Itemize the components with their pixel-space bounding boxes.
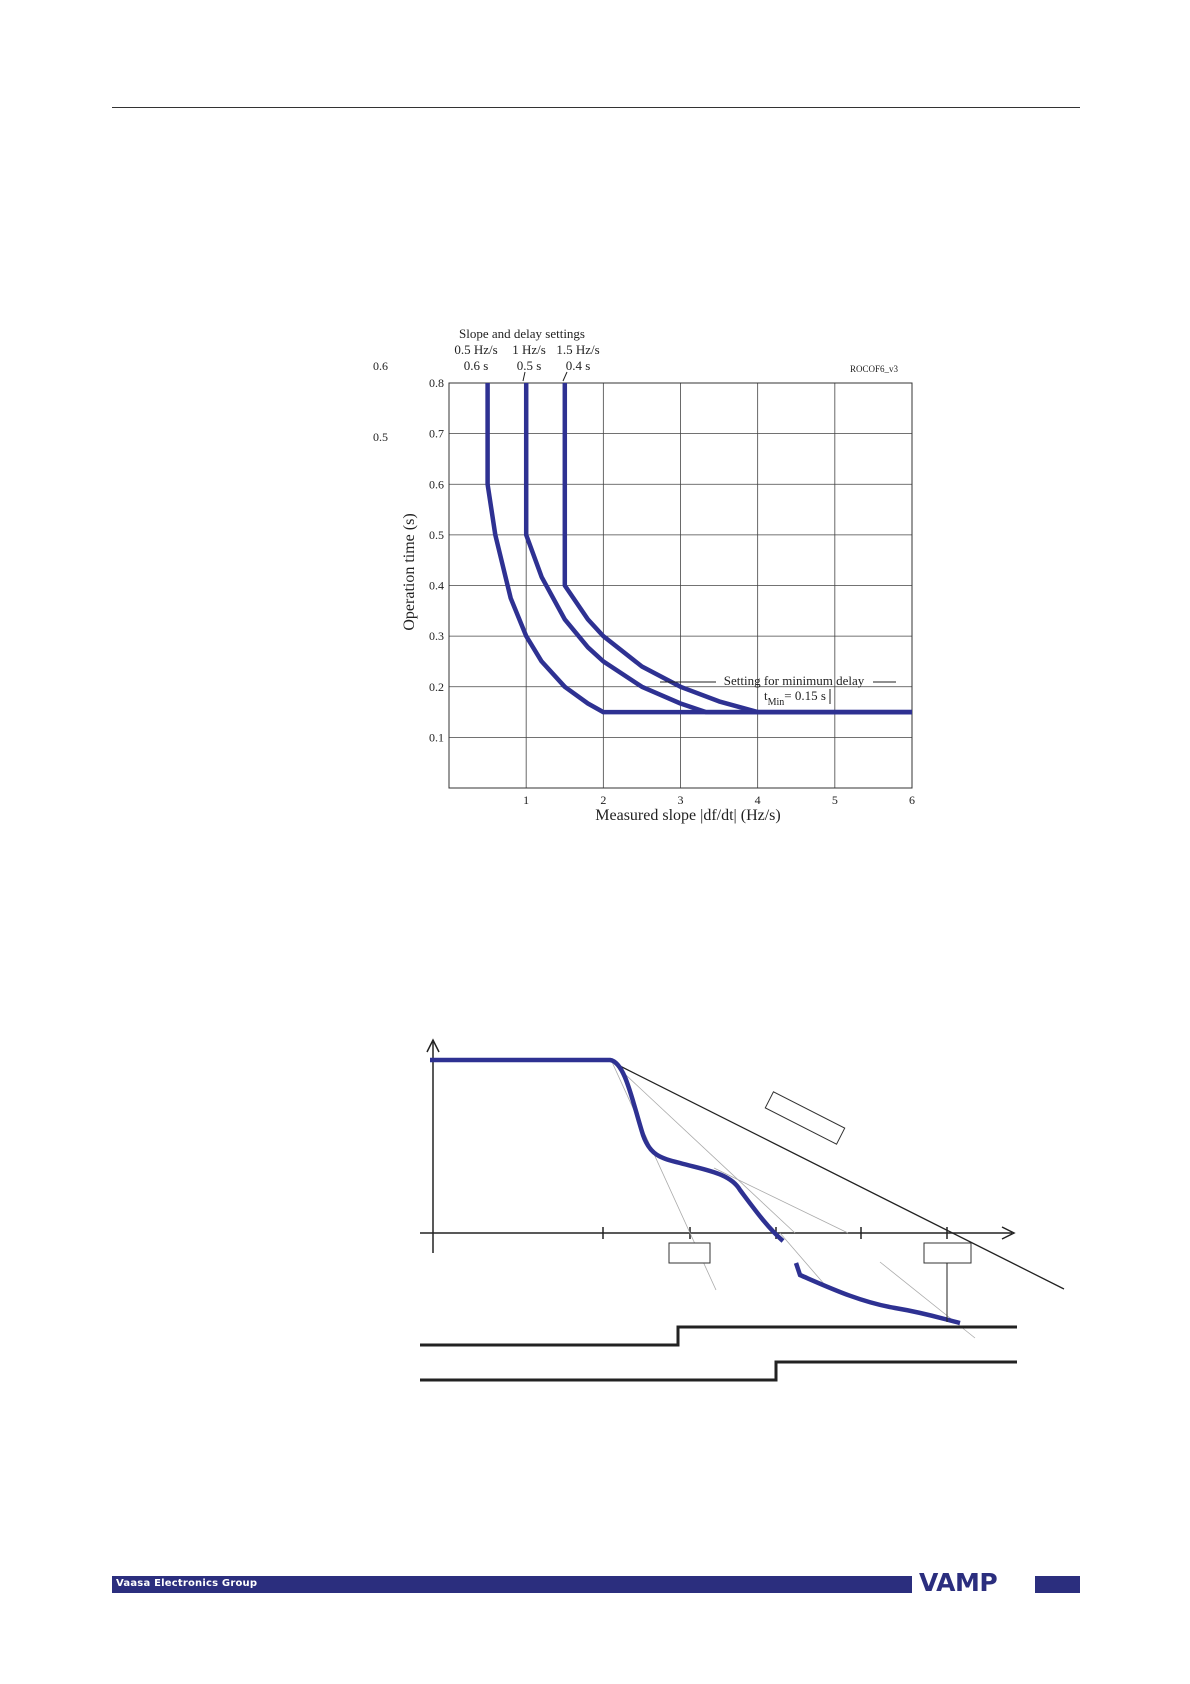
- chart-series: [485, 383, 912, 715]
- annotation-tmin: tMin= 0.15 s: [764, 688, 826, 708]
- footer-bar: [112, 1576, 912, 1593]
- series-2-delay-label: 0.5 s: [517, 358, 542, 373]
- start-signal: [420, 1325, 1017, 1347]
- series-3-delay-label: 0.4 s: [566, 358, 591, 373]
- x-tick-label: 6: [909, 793, 915, 807]
- tangent-line-4: [779, 1232, 826, 1286]
- x-axis-label: Measured slope |df/dt| (Hz/s): [595, 807, 780, 824]
- y-tick-label: 0.3: [429, 629, 444, 643]
- tangent-line-5: [879, 1261, 976, 1339]
- series-2-slope-label: 1 Hz/s: [512, 342, 546, 357]
- tangent-line-3: [713, 1167, 849, 1234]
- x-tick-label: 2: [600, 793, 606, 807]
- chart-title: Slope and delay settings: [459, 326, 585, 341]
- series-1-delay-label: 0.6 s: [464, 358, 489, 373]
- x-axis-arrow: [1001, 1226, 1016, 1240]
- stray-label-1: 0.6: [373, 359, 388, 373]
- y-axis-label: Operation time (s): [401, 513, 418, 630]
- footer-company-text: Vaasa Electronics Group: [116, 1578, 258, 1589]
- chart-tick-labels: 1 2 3 4 5 6 0.1 0.2 0.3 0.4 0.5 0.6 0.7 0.8: [429, 376, 915, 807]
- tangent-line-2: [611, 1061, 796, 1234]
- y-tick-label: 0.2: [429, 680, 444, 694]
- x-tick-label: 5: [832, 793, 838, 807]
- top-rule: [112, 107, 1080, 108]
- x-tick-label: 4: [755, 793, 761, 807]
- setting-slope-line: [611, 1061, 1065, 1290]
- series-line-1: [485, 383, 912, 715]
- series-1-slope-label: 0.5 Hz/s: [454, 342, 497, 357]
- series-line-3: [562, 383, 912, 715]
- y-tick-label: 0.6: [429, 477, 444, 491]
- frequency-curve-tail: [793, 1262, 961, 1326]
- stray-label-2: 0.5: [373, 430, 388, 444]
- y-axis-arrow: [426, 1038, 440, 1053]
- vamp-logo: VAMP: [919, 1568, 998, 1597]
- time-marker-box-2: [923, 1242, 972, 1264]
- plot-frame: [448, 382, 913, 789]
- frequency-curve: [430, 1057, 785, 1243]
- series-2-leader: [522, 371, 526, 382]
- annotation-text: Setting for minimum delay: [724, 673, 865, 688]
- time-marker-box-1: [668, 1242, 711, 1264]
- trip-signal: [420, 1360, 1017, 1382]
- series-3-leader: [562, 371, 568, 382]
- x-tick-label: 3: [678, 793, 684, 807]
- footer-bar-end: [1035, 1576, 1080, 1593]
- operation-time-chart: 1 2 3 4 5 6 0.1 0.2 0.3 0.4 0.5 0.6 0.7 0.8 Slope and…: [401, 326, 915, 824]
- figure-id: ROCOF6_v3: [850, 364, 899, 374]
- y-tick-label: 0.1: [429, 730, 444, 744]
- chart-grid: [449, 382, 913, 788]
- setting-label-box: [764, 1091, 846, 1145]
- x-tick-label: 1: [523, 793, 529, 807]
- y-tick-label: 0.7: [429, 427, 444, 441]
- y-tick-label: 0.8: [429, 376, 444, 390]
- y-tick-label: 0.4: [429, 579, 444, 593]
- y-tick-label: 0.5: [429, 528, 444, 542]
- series-line-2: [523, 383, 912, 715]
- frequency-slope-diagram: [420, 1038, 1065, 1382]
- chart-axes: [448, 382, 913, 789]
- series-3-slope-label: 1.5 Hz/s: [556, 342, 599, 357]
